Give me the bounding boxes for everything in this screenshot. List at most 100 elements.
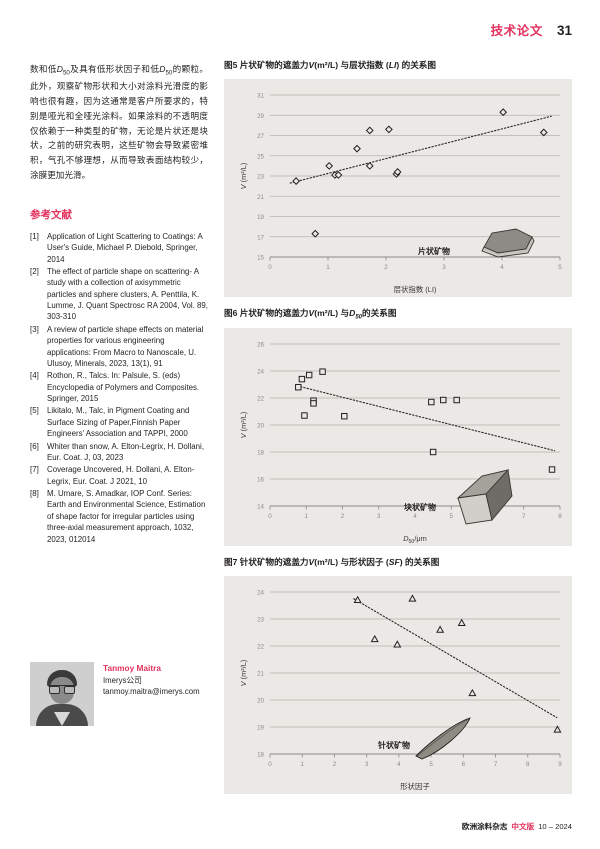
y-axis-tick-label: 22 — [257, 644, 264, 651]
x-axis-title: D50/μm — [403, 534, 427, 545]
y-axis-title: V (m²/L) — [239, 660, 248, 687]
mineral-annotation-label: 片状矿物 — [418, 246, 450, 256]
x-axis-tick-label: 3 — [365, 761, 369, 768]
y-axis-tick-label: 31 — [257, 92, 264, 99]
data-point — [453, 397, 460, 404]
data-point — [311, 229, 320, 238]
author-name: Tanmoy Maitra — [103, 663, 161, 673]
x-axis-tick-label: 7 — [494, 761, 498, 768]
footer-issue-date: 10 – 2024 — [538, 822, 572, 831]
figure-7-caption: 图7 针状矿物的遮盖力V(m²/L) 与形状因子 (SF) 的关系图 — [224, 557, 440, 568]
data-point — [468, 688, 477, 697]
y-axis-tick-label: 19 — [257, 214, 264, 221]
data-point — [365, 161, 374, 170]
data-point — [408, 594, 417, 602]
x-axis-tick-label: 8 — [526, 761, 530, 768]
author-company: Imerys公司 — [103, 675, 142, 685]
section-label: 技术论文 — [490, 24, 543, 38]
y-axis-tick-label: 15 — [257, 254, 264, 261]
x-axis-tick-label: 1 — [305, 513, 309, 520]
reference-item: [7] Coverage Uncovered, H. Dollani, A. El… — [30, 464, 208, 487]
reference-text: Application of Light Scattering to Coati… — [47, 231, 203, 264]
reference-number: [8] — [30, 489, 39, 499]
reference-item: [3] A review of particle shape effects on… — [30, 324, 208, 370]
reference-number: [6] — [30, 441, 39, 451]
figures-column: 图5 片状矿物的遮盖力V(m²/L) 与层状指数 (LI) 的关系图 15 17 1… — [224, 60, 572, 805]
data-point — [539, 128, 548, 136]
blocky-mineral-shape — [456, 469, 513, 525]
data-point — [301, 412, 308, 420]
left-column: 数和低D50及具有低形状因子和低D50的颗粒。此外，观察矿物形状和大小对涂料光滑… — [30, 62, 208, 546]
y-axis-tick-label: 18 — [257, 450, 264, 457]
references-list: [1] Application of Light Scattering to Co… — [30, 231, 208, 545]
y-axis-tick-label: 22 — [257, 396, 264, 403]
data-point — [334, 170, 343, 179]
reference-text: M. Umare, S. Amadkar, IOP Conf. Series: … — [47, 489, 206, 544]
figure-5-caption: 图5 片状矿物的遮盖力V(m²/L) 与层状指数 (LI) 的关系图 — [224, 60, 436, 70]
y-axis-tick-label: 21 — [257, 193, 264, 200]
mineral-annotation-label: 块状矿物 — [404, 502, 436, 512]
reference-item: [6] Whiter than snow, A. Elton-Legrix, H.… — [30, 441, 208, 464]
reference-number: [2] — [30, 266, 39, 276]
author-email[interactable]: tanmoy.maitra@imerys.com — [103, 687, 200, 697]
x-axis-tick-label: 1 — [300, 761, 304, 768]
mineral-annotation-label: 针状矿物 — [378, 740, 410, 750]
reference-text: Whiter than snow, A. Elton-Legrix, H. Do… — [47, 441, 205, 462]
reference-text: Likitalo, M., Talc, in Pigment Coating a… — [47, 406, 190, 439]
x-axis-tick-label: 2 — [341, 513, 345, 520]
reference-item: [2] The effect of particle shape on scatt… — [30, 266, 208, 323]
reference-text: Coverage Uncovered, H. Dollani, A. Elton… — [47, 465, 195, 486]
data-point — [553, 725, 562, 733]
data-point — [429, 449, 437, 456]
x-axis-tick-label: 5 — [429, 761, 433, 768]
figure-6-chart: 14161820222426012345678D50/μmV (m²/L)块状矿… — [224, 328, 572, 547]
y-axis-tick-label: 20 — [257, 698, 264, 705]
page-header: 技术论文 31 — [491, 20, 572, 39]
author-info: Tanmoy Maitra Imerys公司 tanmoy.maitra@ime… — [103, 662, 200, 698]
y-axis-tick-label: 24 — [257, 590, 264, 597]
reference-item: [5] Likitalo, M., Talc, in Pigment Coatin… — [30, 405, 208, 439]
data-point — [305, 372, 313, 379]
x-axis-tick-label: 2 — [333, 761, 337, 768]
y-axis-title: V (m²/L) — [239, 412, 248, 439]
avatar — [30, 662, 94, 726]
y-axis-tick-label: 14 — [257, 504, 264, 511]
reference-item: [4] Rothon, R., Talcs. In: Palsule, S. (e… — [30, 370, 208, 404]
data-point — [319, 368, 326, 376]
data-point — [353, 595, 362, 604]
data-point — [548, 466, 556, 474]
x-axis-tick-label: 0 — [268, 264, 272, 271]
reference-number: [7] — [30, 465, 39, 475]
body-paragraph: 数和低D50及具有低形状因子和低D50的颗粒。此外，观察矿物形状和大小对涂料光滑… — [30, 64, 208, 181]
x-axis-tick-label: 4 — [413, 513, 417, 520]
author-block: Tanmoy Maitra Imerys公司 tanmoy.maitra@ime… — [30, 662, 210, 726]
reference-text: The effect of particle shape on scatteri… — [47, 266, 208, 322]
y-axis-tick-label: 29 — [257, 112, 264, 119]
data-point — [370, 634, 379, 643]
y-axis-tick-label: 23 — [257, 173, 264, 180]
data-point — [353, 144, 361, 153]
data-point — [292, 176, 301, 185]
acicular-mineral-shape — [415, 717, 471, 760]
reference-item: [1] Application of Light Scattering to Co… — [30, 231, 208, 265]
x-axis-tick-label: 5 — [450, 513, 454, 520]
x-axis-tick-label: 5 — [558, 264, 562, 271]
x-axis-tick-label: 8 — [558, 513, 562, 520]
figure-6: 图6 片状矿物的遮盖力V(m²/L) 与D50的关系图 14 16 18 20 22 24… — [224, 308, 572, 547]
y-axis-tick-label: 25 — [257, 153, 264, 160]
data-point — [341, 413, 348, 420]
page-footer: 欧洲涂料杂志 中文版 10 – 2024 — [462, 821, 572, 832]
x-axis-tick-label: 4 — [397, 761, 401, 768]
data-point — [428, 399, 435, 406]
x-axis-tick-label: 2 — [384, 264, 388, 271]
reference-number: [5] — [30, 406, 39, 416]
x-axis-tick-label: 1 — [326, 264, 330, 271]
x-axis-tick-label: 4 — [500, 264, 504, 271]
reference-text: Rothon, R., Talcs. In: Palsule, S. (eds)… — [47, 371, 200, 404]
x-axis-tick-label: 7 — [522, 513, 526, 520]
reference-number: [1] — [30, 231, 39, 241]
reference-number: [4] — [30, 371, 39, 381]
